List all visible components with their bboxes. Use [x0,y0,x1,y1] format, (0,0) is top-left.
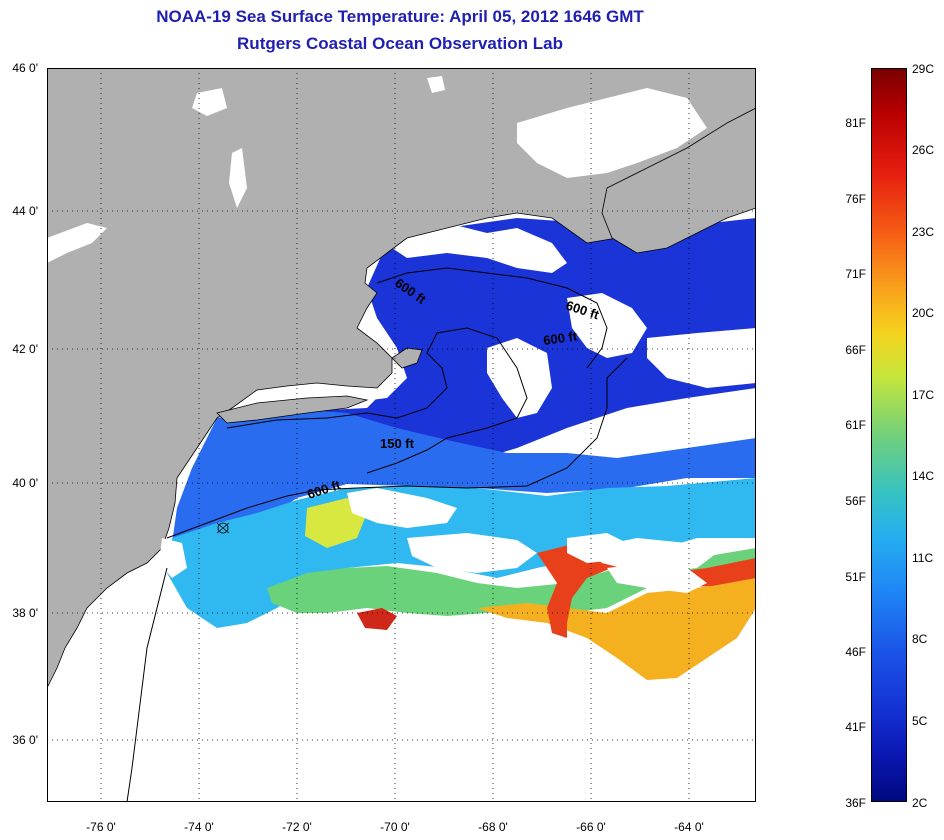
colorbar-f-label: 41F [845,720,866,734]
land-nova-scotia [601,107,756,254]
lat-label: 44 0' [12,204,38,218]
colorbar-c-label: 20C [912,306,935,320]
contour-label: 150 ft [380,436,415,451]
colorbar-f-label: 61F [845,418,866,432]
graticule [47,68,756,802]
sst-warm-region [477,578,756,680]
colorbar-f-label: 46F [845,645,866,659]
cloud-patch [407,533,537,573]
colorbar-f-label: 51F [845,570,866,584]
colorbar-c-label: 14C [912,469,935,483]
map-title: NOAA-19 Sea Surface Temperature: April 0… [156,7,644,26]
cloud-patch [347,488,457,528]
colorbar-c-label: 11C [912,551,934,565]
contour-600ft-slope [126,567,168,802]
lon-label: -66 0' [576,820,606,834]
lake-white-patch [427,76,445,93]
delaware-bay [159,538,187,578]
contour-150ft [226,327,528,474]
colorbar-c-label: 23C [912,225,935,239]
st-lawrence-clouds [517,88,707,178]
chesapeake-bay [87,573,157,802]
sst-shelf-region [172,408,756,543]
colorbar-f-label: 36F [845,796,866,810]
cloud-patch [567,293,647,358]
land-long-island [216,395,369,424]
station-marker [216,522,230,534]
colorbar-c-label: 5C [912,714,928,728]
colorbar-c-label: 17C [912,388,935,402]
sst-green-region [267,548,756,616]
cloud-patch [647,328,756,388]
lon-label: -64 0' [674,820,704,834]
lon-label: -74 0' [184,820,214,834]
colorbar-c-label: 8C [912,632,928,646]
lat-label: 46 0' [12,61,38,75]
lake-erie [47,223,107,263]
inland-water [47,76,707,802]
lat-label: 38 0' [12,606,38,620]
temperature-colorbar [871,68,907,802]
map-subtitle: Rutgers Coastal Ocean Observation Lab [237,34,563,53]
lake-white-patch [192,88,227,116]
sst-map: 600 ft 600 ft 600 ft 150 ft 600 ft [47,68,756,802]
contour-600ft-gom [376,267,608,369]
lake-champlain [229,148,247,208]
cloud-patch [389,223,567,273]
sst-red-patch [357,608,397,630]
colorbar-f-label: 66F [845,343,866,357]
landmass [47,68,756,689]
colorbar-c-label: 26C [912,143,935,157]
lon-label: -72 0' [282,820,312,834]
contour-600ft-shelf [166,357,628,539]
contour-label: 600 ft [542,328,578,348]
sst-gulf-stream [537,543,756,638]
lat-label: 40 0' [12,476,38,490]
lon-label: -76 0' [86,820,116,834]
colorbar-f-label: 71F [845,267,866,281]
land-cape-cod [391,347,423,369]
colorbar-f-label: 56F [845,494,866,508]
colorbar-f-label: 76F [845,192,866,206]
cloud-patch [587,538,717,573]
colorbar-f-label: 81F [845,116,866,130]
colorbar-c-label: 29C [912,62,935,76]
lat-label: 42 0' [12,342,38,356]
lat-label: 36 0' [12,733,38,747]
lon-label: -68 0' [478,820,508,834]
bathymetry-contours [126,267,628,802]
cloud-patch [607,563,707,593]
land-new-england [47,68,756,689]
colorbar-c-label: 2C [912,796,928,810]
map-border [47,68,756,802]
cloud-mask [287,223,756,593]
cloud-patch [487,338,552,418]
lon-label: -70 0' [380,820,410,834]
